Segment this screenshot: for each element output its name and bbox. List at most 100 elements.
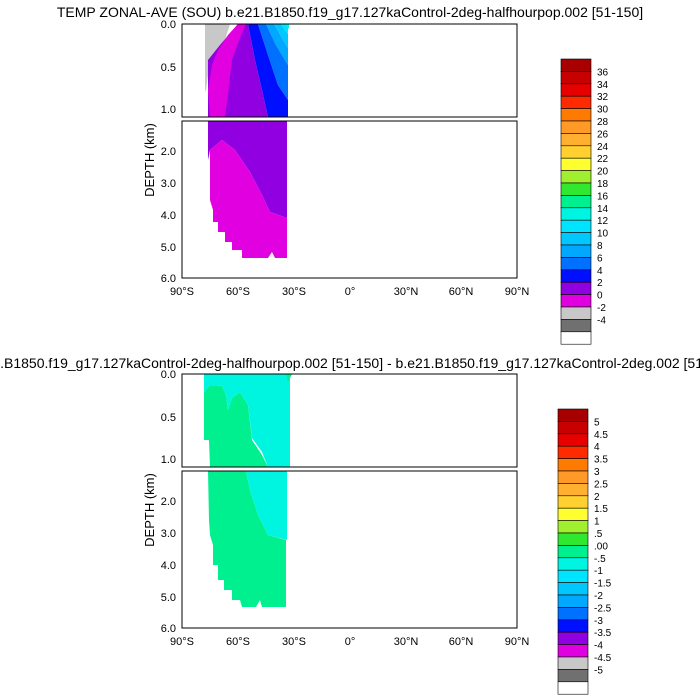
chart-1-colorbar-box xyxy=(560,219,592,233)
chart-1-colorbar-box xyxy=(560,281,592,295)
chart-1-colorbar-label: 26 xyxy=(597,129,609,140)
chart-2-colorbar-label: 3 xyxy=(594,467,600,478)
chart-2-ytick-label: 3.0 xyxy=(161,528,176,540)
chart-2-colorbar-box xyxy=(557,532,589,546)
chart-1-yticks: 0.0 0.5 1.0 2.0 3.0 4.0 5.0 6.0 xyxy=(161,19,176,285)
chart-1-ytick-label: 4.0 xyxy=(161,210,176,222)
chart-2-xtick-label: 90°N xyxy=(505,636,530,648)
chart-1-ytick-label: 6.0 xyxy=(161,273,176,285)
chart-1-region-8-10 xyxy=(266,24,288,65)
chart-2-xtick-label: 0° xyxy=(345,636,356,648)
chart-1-upper-frame xyxy=(181,23,518,118)
chart-2-colorbar: 54.543.532.521.51.5.00-.5-1-1.5-2-2.5-3-… xyxy=(557,408,612,695)
chart-1-xtick-label: 90°S xyxy=(170,286,194,298)
chart-2-ylabel: DEPTH (km) xyxy=(142,473,157,547)
chart-1-upper-plot xyxy=(181,23,518,118)
chart-1-region-12-14 xyxy=(281,24,288,34)
chart-2-colorbar-label: 2.5 xyxy=(594,479,608,490)
chart-1-colorbar-label: 12 xyxy=(597,216,609,227)
chart-2-colorbar-label: 5 xyxy=(594,417,600,428)
chart-1: TEMP ZONAL-AVE (SOU) b.e21.B1850.f19_g17… xyxy=(57,4,643,345)
chart-1-ytick-label: 3.0 xyxy=(161,178,176,190)
chart-1-colorbar-box xyxy=(560,306,592,320)
chart-1-xtick-label: 30°N xyxy=(394,286,419,298)
chart-1-ytick-label: 2.0 xyxy=(161,146,176,158)
chart-2-upper-frame xyxy=(181,373,518,468)
chart-2-colorbar-box xyxy=(557,644,589,658)
chart-2-upper-plot xyxy=(181,373,518,468)
chart-2-colorbar-box xyxy=(557,557,589,571)
chart-1-region-4-6 xyxy=(248,24,288,117)
chart-2-yticks: 0.0 0.5 1.0 2.0 3.0 4.0 5.0 6.0 xyxy=(161,369,176,635)
chart-1-region-14-16 xyxy=(285,24,289,29)
chart-2-title: b.e21.B1850.f19_g17.127kaControl-2deg-ha… xyxy=(0,355,700,371)
chart-1-colorbar-label: 22 xyxy=(597,154,609,165)
chart-1-xtick-label: 0° xyxy=(345,286,356,298)
chart-2-colorbar-label: 4 xyxy=(594,442,600,453)
chart-2-colorbar-box xyxy=(557,408,589,422)
chart-2-colorbar-label: -5 xyxy=(594,665,603,676)
chart-1-colorbar-box xyxy=(560,244,592,258)
chart-1-colorbar-label: 6 xyxy=(597,253,603,264)
chart-1-colorbar-label: 18 xyxy=(597,179,609,190)
chart-2-region-neg05-0 xyxy=(204,374,290,467)
chart-1-ytick-label: 0.5 xyxy=(161,62,176,74)
chart-2-colorbar-box xyxy=(557,433,589,447)
chart-2-xtick-label: 30°S xyxy=(282,636,306,648)
chart-1-region-0-2-deep xyxy=(210,140,287,258)
chart-1-colorbar-box xyxy=(560,58,592,72)
chart-2-colorbar-label: -2.5 xyxy=(594,603,612,614)
chart-1-colorbar-box xyxy=(560,232,592,246)
chart-1-colorbar-label: 0 xyxy=(597,291,603,302)
chart-2-ytick-label: 6.0 xyxy=(161,623,176,635)
chart-1-colorbar-box xyxy=(560,120,592,134)
chart-1-lower-plot xyxy=(181,120,518,279)
chart-2-xtick-label: 60°S xyxy=(226,636,250,648)
chart-2-ytick-label: 0.0 xyxy=(161,369,176,381)
chart-2-ytick-label: 1.0 xyxy=(161,454,176,466)
chart-2-colorbar-label: -4.5 xyxy=(594,653,612,664)
chart-1-colorbar-box xyxy=(560,95,592,109)
chart-2-lower-plot xyxy=(181,470,518,629)
chart-1-ytick-label: 5.0 xyxy=(161,242,176,254)
chart-2-colorbar-box xyxy=(557,483,589,497)
chart-1-colorbar-label: 34 xyxy=(597,80,609,91)
chart-1-xtick-label: 60°N xyxy=(449,286,474,298)
chart-2-colorbar-label: -2 xyxy=(594,591,603,602)
chart-2-colorbar-label: .00 xyxy=(594,541,608,552)
chart-1-colorbar-label: -4 xyxy=(597,315,606,326)
chart-2-colorbar-box xyxy=(557,545,589,559)
chart-2-xtick-label: 90°S xyxy=(170,636,194,648)
chart-2-colorbar-label: .5 xyxy=(594,529,603,540)
chart-1-colorbar-box xyxy=(560,319,592,333)
chart-2-colorbar-label: -3 xyxy=(594,616,603,627)
chart-2-colorbar-box xyxy=(557,582,589,596)
chart-1-colorbar-box xyxy=(560,294,592,308)
chart-1-colorbar-label: 8 xyxy=(597,241,603,252)
chart-2-colorbar-box xyxy=(557,569,589,583)
chart-2-colorbar-box xyxy=(557,458,589,472)
chart-1-colorbar-label: 16 xyxy=(597,191,609,202)
chart-2-colorbar-box xyxy=(557,656,589,670)
chart-1-colorbar-label: 36 xyxy=(597,67,609,78)
chart-1-ytick-label: 1.0 xyxy=(161,104,176,116)
chart-1-colorbar-box xyxy=(560,207,592,221)
chart-1-ytick-label: 0.0 xyxy=(161,19,176,31)
chart-1-colorbar-box xyxy=(560,195,592,209)
chart-2-colorbar-label: 3.5 xyxy=(594,455,608,466)
chart-1-lower-frame xyxy=(181,120,518,279)
chart-1-region-2-4-deep xyxy=(208,121,287,218)
chart-2-xtick-label: 30°N xyxy=(394,636,419,648)
chart-2-colorbar-box xyxy=(557,594,589,608)
chart-1-colorbar-box xyxy=(560,108,592,122)
chart-2-colorbar-label: 2 xyxy=(594,492,600,503)
chart-2-colorbar-box xyxy=(557,669,589,683)
chart-1-colorbar-box xyxy=(560,269,592,283)
chart-1-colorbar-label: 20 xyxy=(597,167,609,178)
chart-2-ytick-label: 0.5 xyxy=(161,412,176,424)
chart-2-colorbar-box xyxy=(557,495,589,509)
chart-2-colorbar-box xyxy=(557,619,589,633)
chart-1-colorbar-label: 30 xyxy=(597,105,609,116)
chart-2-colorbar-box xyxy=(557,421,589,435)
